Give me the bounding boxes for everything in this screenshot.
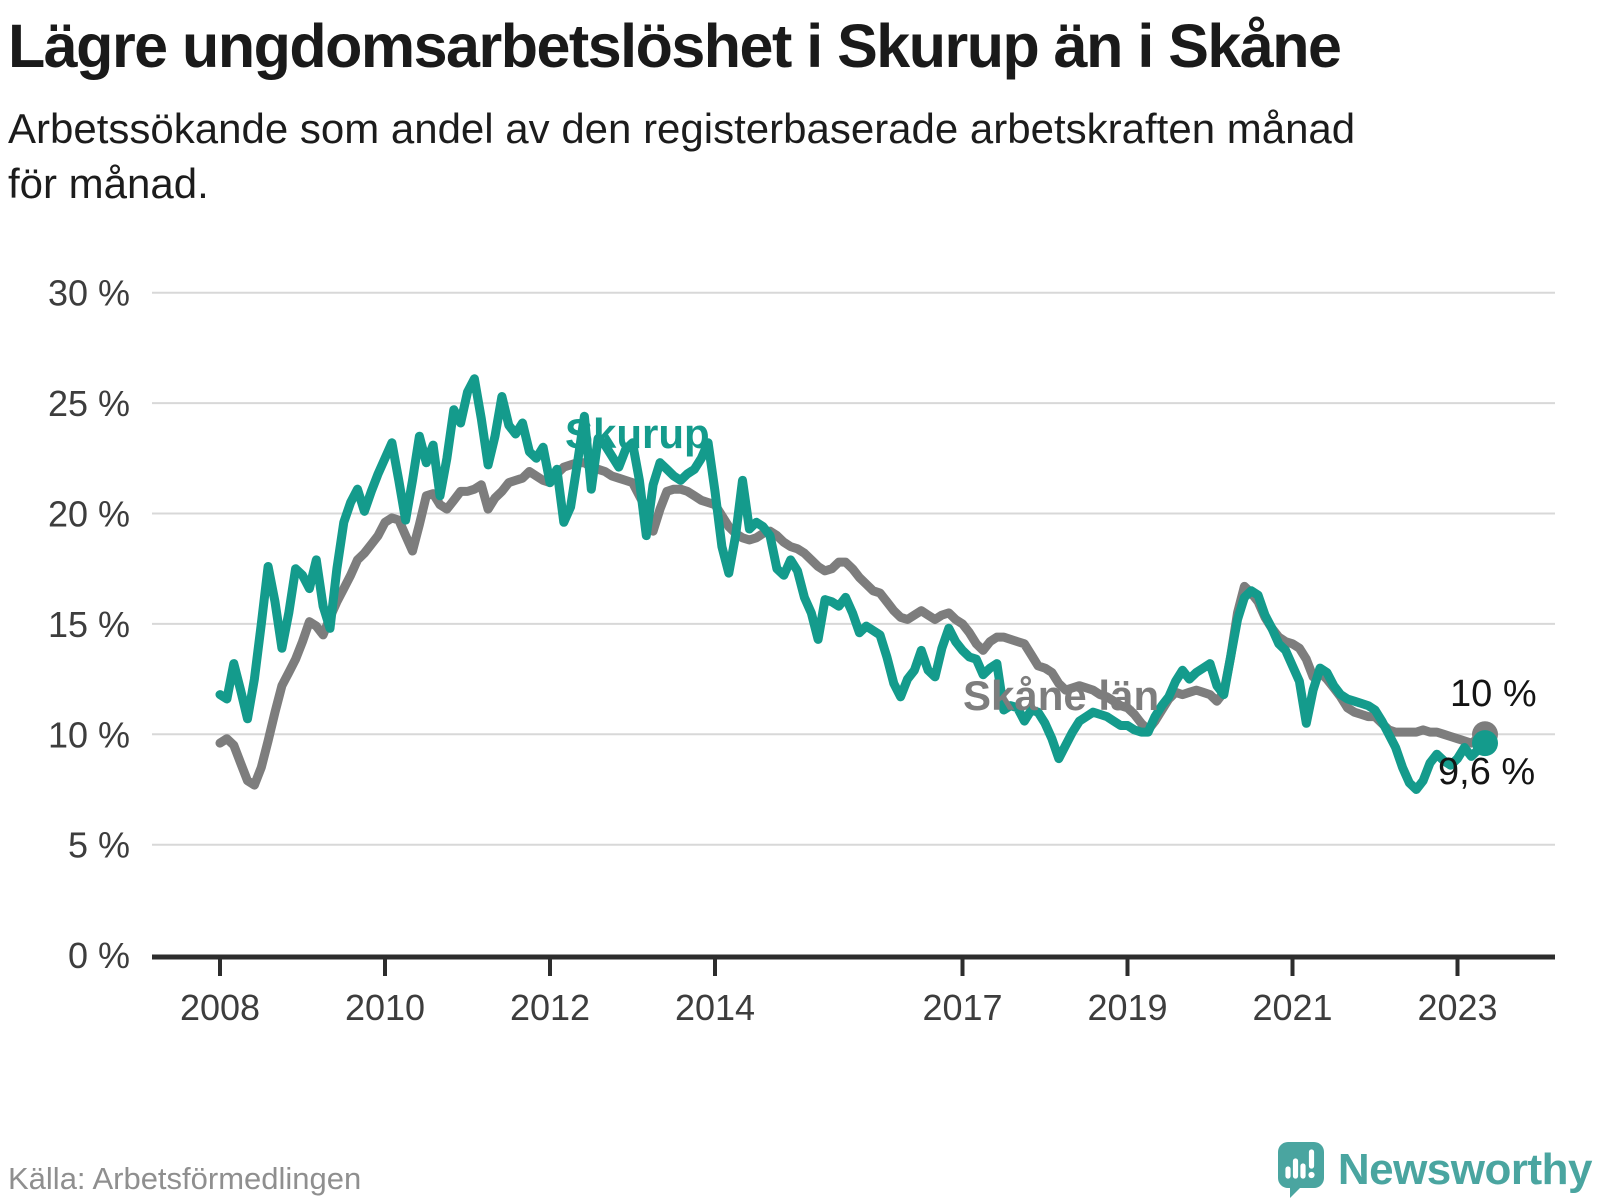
newsworthy-wordmark: Newsworthy [1337,1145,1593,1194]
x-axis-tick-label: 2014 [675,987,755,1028]
y-axis-tick-label: 0 % [68,935,130,976]
x-axis-tick-label: 2008 [180,987,260,1028]
subtitle-line-1: Arbetssökande som andel av den registerb… [8,105,1356,153]
newsworthy-speech-bubble-chart-icon [1277,1142,1324,1198]
skurup-series-label: Skurup [565,410,710,457]
y-axis-tick-label: 5 % [68,825,130,866]
line-chart: 0 % 5 % 10 % 15 % 20 % 25 % 30 % 2008 2010 2012 20… [48,273,1555,1028]
x-axis-tick-label: 2019 [1087,987,1167,1028]
newsworthy-logo: Newsworthy [1277,1142,1593,1200]
x-axis-tick-label: 2021 [1252,987,1332,1028]
skane-lan-series-label: Skåne län [963,672,1159,719]
skurup-line [215,374,1490,794]
x-axis-tick-label: 2010 [345,987,425,1028]
x-axis-tick-label: 2017 [922,987,1002,1028]
subtitle-line-2: för månad. [8,159,209,207]
page-title: Lägre ungdomsarbetslöshet i Skurup än i … [8,12,1342,80]
chart-subtitle: Arbetssökande som andel av den registerb… [8,102,1592,211]
source-note: Källa: Arbetsförmedlingen [8,1161,362,1196]
y-axis-tick-label: 20 % [48,494,130,535]
x-axis-tick-label: 2023 [1417,987,1497,1028]
y-axis-tick-label: 15 % [48,604,130,645]
skane-lan-end-value-label: 10 % [1450,673,1537,715]
y-axis-tick-label: 10 % [48,714,130,755]
y-axis-tick-label: 30 % [48,273,130,314]
chart-footer: Källa: Arbetsförmedlingen Newsworthy [0,1128,1600,1200]
y-axis-tick-label: 25 % [48,383,130,424]
x-axis-tick-label: 2012 [510,987,590,1028]
skurup-end-dot [1472,730,1498,757]
skurup-end-value-label: 9,6 % [1438,751,1535,793]
